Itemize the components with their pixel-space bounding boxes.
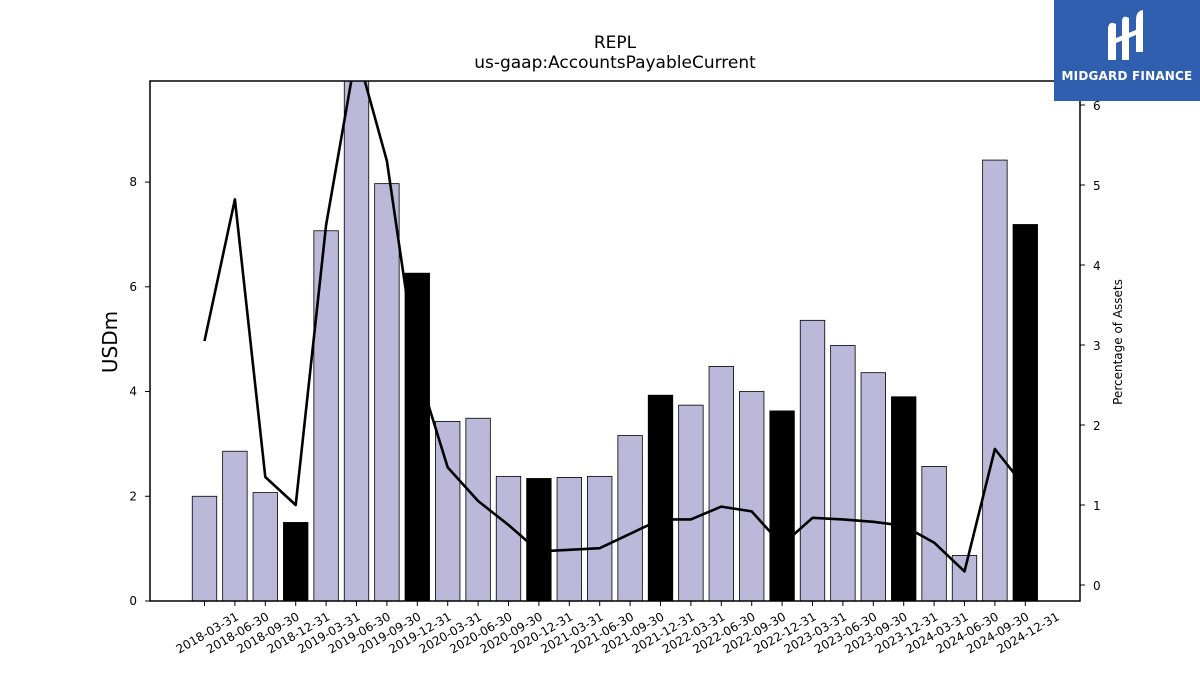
bar-2020-03-31 (435, 420, 461, 601)
bar-2018-09-30 (252, 492, 278, 601)
bar-2020-06-30 (465, 417, 491, 601)
bar-2021-09-30 (617, 435, 643, 601)
y-axis-label: USDm (98, 311, 122, 373)
bar-2019-06-30 (343, 81, 370, 601)
y-tick-label: 2 (129, 489, 137, 503)
y-tick-label: 6 (129, 280, 137, 294)
y2-tick-label: 1 (1093, 499, 1101, 513)
logo-mark-icon (1108, 10, 1143, 61)
bar-2024-12-31 (1012, 224, 1038, 601)
y2-tick-label: 3 (1093, 339, 1101, 353)
chart-title: REPL (594, 33, 637, 53)
bar-2019-03-31 (313, 230, 339, 601)
y-axis-ticks: 0 2 4 6 8 (129, 175, 150, 608)
y-tick-label: 4 (129, 385, 137, 399)
y2-tick-label: 5 (1093, 179, 1101, 193)
bar-2018-12-31 (283, 522, 309, 601)
bar-2023-03-31 (799, 319, 826, 601)
bar-2020-09-30 (495, 475, 522, 601)
chart-subtitle: us-gaap:AccountsPayableCurrent (474, 53, 756, 73)
bar-2022-03-31 (678, 404, 704, 601)
y2-axis-ticks: 0 1 2 3 4 5 6 (1080, 99, 1101, 593)
bar-2020-12-31 (526, 478, 552, 601)
x-axis-ticks: 2018-03-312018-06-302018-09-302018-12-31… (174, 601, 1062, 656)
bar-2023-09-30 (860, 372, 886, 601)
y2-tick-label: 0 (1093, 579, 1101, 593)
bar-2019-12-31 (404, 272, 430, 601)
logo-text: MIDGARD FINANCE (1061, 69, 1193, 83)
y-tick-label: 0 (129, 594, 137, 608)
bar-2021-06-30 (587, 475, 613, 601)
y2-tick-label: 2 (1093, 419, 1101, 433)
bar-2024-09-30 (982, 159, 1008, 601)
plot-frame (149, 80, 1081, 602)
brand-logo: MIDGARD FINANCE (1054, 0, 1200, 101)
percentage-line (203, 81, 1027, 573)
bar-2023-12-31 (891, 396, 917, 601)
y2-axis-label: Percentage of Assets (1111, 279, 1125, 405)
bar-2019-09-30 (374, 183, 400, 601)
y2-tick-label: 6 (1093, 99, 1101, 113)
y-tick-label: 8 (129, 175, 137, 189)
bars (191, 81, 1038, 601)
bar-2022-12-31 (769, 410, 795, 601)
bar-2021-12-31 (647, 394, 674, 601)
bar-2018-03-31 (191, 495, 218, 601)
bar-2024-03-31 (921, 466, 947, 601)
bar-2018-06-30 (222, 450, 248, 601)
bar-2022-09-30 (739, 391, 765, 601)
y2-tick-label: 4 (1093, 259, 1101, 273)
bar-2021-03-31 (556, 477, 582, 601)
bar-2022-06-30 (708, 365, 734, 601)
bar-2023-06-30 (830, 345, 856, 601)
